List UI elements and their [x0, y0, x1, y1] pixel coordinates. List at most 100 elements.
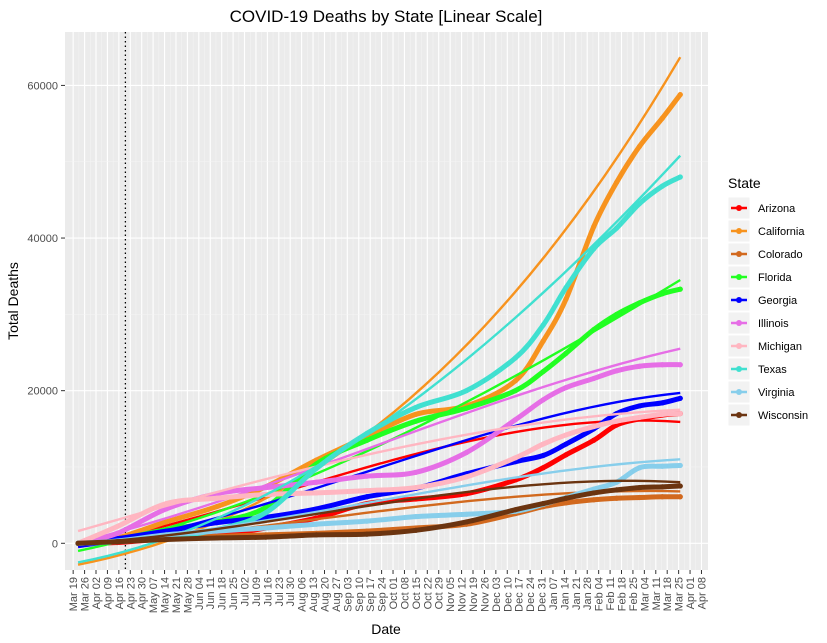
legend-item-virginia: Virginia — [727, 380, 795, 404]
data-point — [659, 362, 665, 368]
data-point — [614, 495, 620, 501]
data-point — [563, 495, 569, 501]
data-point — [512, 388, 519, 394]
data-point — [313, 506, 319, 512]
legend: State Arizona California Colorado Florida Ge… — [727, 175, 808, 427]
x-tick-label: Mar 11 — [651, 577, 663, 610]
x-tick-label: May 07 — [148, 577, 160, 613]
data-point — [413, 469, 419, 475]
data-point — [163, 519, 169, 525]
legend-label: Wisconsin — [758, 410, 808, 422]
x-tick-label: Sep 10 — [354, 577, 366, 612]
data-point — [677, 410, 683, 417]
x-tick-label: Oct 01 — [388, 577, 400, 609]
x-tick-label: Mar 04 — [639, 577, 651, 611]
legend-label: Michigan — [758, 341, 802, 353]
data-point — [263, 504, 269, 511]
data-point — [614, 179, 620, 185]
legend-item-california: California — [727, 219, 805, 243]
x-tick-label: Feb 04 — [594, 577, 606, 611]
data-point — [214, 495, 220, 501]
y-tick-label: 0 — [52, 538, 58, 550]
data-point — [591, 437, 597, 443]
data-point — [163, 506, 169, 512]
x-tick-label: Dec 17 — [514, 577, 526, 612]
data-point — [413, 513, 419, 520]
x-tick-label: May 28 — [182, 577, 194, 613]
data-point — [540, 452, 546, 459]
x-tick-label: Oct 29 — [434, 577, 446, 609]
data-point — [563, 385, 569, 391]
legend-item-michigan: Michigan — [727, 334, 802, 358]
data-point — [512, 507, 519, 513]
data-point — [540, 397, 546, 403]
legend-item-florida: Florida — [727, 265, 793, 289]
x-tick-label: Sep 24 — [377, 577, 389, 612]
data-point — [636, 363, 643, 369]
data-point — [313, 532, 319, 538]
x-tick-label: Apr 02 — [91, 577, 103, 609]
legend-item-colorado: Colorado — [727, 242, 803, 266]
data-point — [413, 418, 419, 424]
x-tick-label: Mar 19 — [68, 577, 80, 611]
data-point — [677, 91, 683, 98]
data-point — [540, 501, 546, 507]
data-point — [263, 534, 269, 540]
data-point — [214, 535, 220, 541]
x-tick-label: Aug 13 — [308, 577, 320, 612]
legend-swatch-point — [736, 274, 742, 280]
data-point — [413, 411, 419, 417]
x-tick-label: Sep 17 — [365, 577, 377, 612]
x-tick-label: Jan 28 — [582, 577, 594, 610]
data-point — [163, 536, 169, 543]
fit-line — [77, 479, 681, 545]
data-point — [563, 296, 569, 302]
legend-label: Illinois — [758, 318, 789, 330]
data-point — [591, 246, 597, 252]
data-point — [677, 286, 683, 292]
x-tick-label: Dec 31 — [537, 577, 549, 612]
data-point — [591, 423, 597, 430]
x-tick-label: Apr 23 — [125, 577, 137, 609]
legend-item-georgia: Georgia — [727, 288, 798, 312]
x-tick-label: Aug 27 — [331, 577, 343, 612]
data-point — [636, 403, 643, 409]
data-point — [677, 362, 683, 368]
legend-swatch-point — [736, 343, 742, 349]
data-point — [614, 418, 620, 424]
data-point — [413, 404, 419, 411]
x-tick-label: Jun 04 — [194, 577, 206, 610]
data-point — [677, 174, 683, 180]
legend-swatch-point — [736, 366, 742, 372]
x-tick-label: Jul 02 — [240, 577, 252, 606]
data-point — [313, 479, 319, 485]
x-tick-label: Apr 16 — [114, 577, 126, 609]
data-point — [512, 378, 519, 384]
data-point — [636, 494, 643, 501]
x-tick-label: Apr 09 — [102, 577, 114, 609]
legend-label: Arizona — [758, 203, 796, 215]
legend-label: Georgia — [758, 295, 798, 307]
data-point — [463, 388, 470, 394]
legend-item-texas: Texas — [727, 357, 787, 381]
x-tick-label: Nov 26 — [479, 577, 491, 612]
data-point — [364, 473, 370, 479]
legend-item-illinois: Illinois — [727, 311, 789, 335]
data-point — [591, 223, 597, 230]
data-point — [512, 355, 519, 361]
data-point — [364, 518, 370, 524]
data-point — [364, 531, 370, 537]
data-point — [659, 183, 665, 189]
data-point — [463, 405, 470, 411]
x-tick-label: Nov 19 — [468, 577, 480, 612]
x-tick-label: Dec 10 — [502, 577, 514, 612]
x-tick-label: Mar 26 — [80, 577, 92, 611]
legend-item-arizona: Arizona — [727, 196, 796, 220]
data-point — [313, 490, 319, 496]
data-point — [563, 500, 569, 506]
data-point — [214, 520, 220, 526]
series-michigan — [75, 408, 683, 546]
x-tick-label: Jul 30 — [285, 577, 297, 606]
x-tick-label: May 14 — [160, 577, 172, 613]
